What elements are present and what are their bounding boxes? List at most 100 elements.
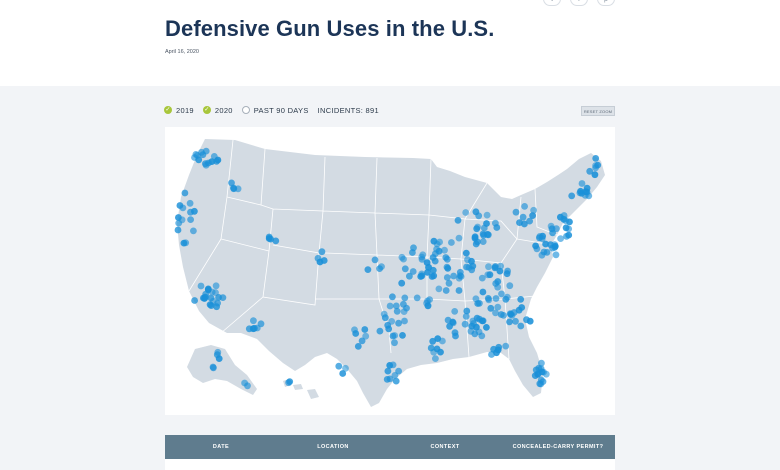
incident-dot[interactable] <box>175 219 183 227</box>
filter-2020[interactable]: ✓ 2020 <box>202 106 233 115</box>
incident-dot[interactable] <box>512 208 520 216</box>
incident-dot[interactable] <box>551 244 559 251</box>
incident-dot[interactable] <box>187 216 194 223</box>
incident-dot[interactable] <box>494 303 502 311</box>
incident-dot[interactable] <box>488 351 495 358</box>
incident-dot[interactable] <box>395 367 402 375</box>
incident-dot[interactable] <box>389 361 397 369</box>
incident-dot[interactable] <box>429 337 437 345</box>
incident-dot[interactable] <box>391 332 399 339</box>
incident-dot[interactable] <box>547 222 555 230</box>
incident-dot[interactable] <box>577 187 584 195</box>
reset-zoom-button[interactable]: RESET ZOOM <box>581 106 615 116</box>
incident-dot[interactable] <box>479 288 487 296</box>
incident-dot[interactable] <box>410 244 417 252</box>
incident-dot[interactable] <box>285 379 292 387</box>
incident-dot[interactable] <box>429 254 437 261</box>
incident-dot[interactable] <box>445 279 453 287</box>
incident-dot[interactable] <box>212 282 220 290</box>
incident-dot[interactable] <box>563 232 570 240</box>
incident-dot[interactable] <box>487 304 495 312</box>
column-date[interactable]: DATE <box>212 444 230 450</box>
incident-dot[interactable] <box>503 270 511 278</box>
incident-dot[interactable] <box>245 325 253 333</box>
incident-dot[interactable] <box>351 326 358 334</box>
column-concealed-carry-permit[interactable]: CONCEALED-CARRY PERMIT? <box>512 444 604 450</box>
incident-dot[interactable] <box>434 335 442 342</box>
incident-dot[interactable] <box>506 282 514 290</box>
incident-dot[interactable] <box>474 300 482 307</box>
incident-dot[interactable] <box>443 274 451 281</box>
incident-dot[interactable] <box>468 266 476 274</box>
map-container[interactable] <box>165 127 615 415</box>
incident-dot[interactable] <box>542 240 549 248</box>
incident-dot[interactable] <box>519 213 527 221</box>
incident-dot[interactable] <box>455 274 463 282</box>
incident-dot[interactable] <box>388 318 396 325</box>
incident-dot[interactable] <box>497 311 505 318</box>
incident-dot[interactable] <box>483 324 490 331</box>
incident-dot[interactable] <box>361 326 369 333</box>
incident-dot[interactable] <box>425 264 432 271</box>
incident-dot[interactable] <box>449 319 457 327</box>
incident-dot[interactable] <box>364 266 372 273</box>
incident-dot[interactable] <box>496 267 504 275</box>
incident-dot[interactable] <box>191 297 198 304</box>
incident-dot[interactable] <box>392 302 400 310</box>
incident-dot[interactable] <box>436 238 443 246</box>
incident-dot[interactable] <box>474 223 481 231</box>
incident-dot[interactable] <box>462 313 470 320</box>
incident-dot[interactable] <box>204 285 212 293</box>
incident-dot[interactable] <box>241 379 248 387</box>
incident-dot[interactable] <box>536 234 543 242</box>
incident-dot[interactable] <box>521 203 528 210</box>
incident-dot[interactable] <box>478 332 486 340</box>
incident-dot[interactable] <box>395 319 402 327</box>
incident-dot[interactable] <box>362 332 370 340</box>
incident-dot[interactable] <box>424 302 432 310</box>
incident-dot[interactable] <box>432 355 439 362</box>
incident-dot[interactable] <box>478 317 486 325</box>
incident-dot[interactable] <box>191 207 198 215</box>
incident-dot[interactable] <box>230 185 238 193</box>
incident-dot[interactable] <box>568 192 576 200</box>
incident-dot[interactable] <box>409 268 417 275</box>
incident-dot[interactable] <box>468 257 475 265</box>
incident-dot[interactable] <box>462 249 470 257</box>
incident-dot[interactable] <box>530 206 537 214</box>
filter-past-90-days[interactable]: PAST 90 DAYS <box>241 106 309 115</box>
incident-dot[interactable] <box>591 171 599 179</box>
incident-dot[interactable] <box>485 263 492 271</box>
incident-dot[interactable] <box>492 309 499 317</box>
incident-dot[interactable] <box>451 308 459 315</box>
filter-2019[interactable]: ✓ 2019 <box>164 106 194 115</box>
incident-dot[interactable] <box>483 211 491 219</box>
incident-dot[interactable] <box>532 242 539 250</box>
incident-dot[interactable] <box>526 217 533 225</box>
incident-dot[interactable] <box>318 248 326 256</box>
incident-dot[interactable] <box>435 285 443 293</box>
incident-dot[interactable] <box>517 322 525 330</box>
incident-dot[interactable] <box>502 295 510 303</box>
incident-dot[interactable] <box>205 159 212 167</box>
incident-dot[interactable] <box>419 251 427 259</box>
incident-dot[interactable] <box>512 317 519 325</box>
column-context[interactable]: CONTEXT <box>430 444 460 450</box>
incident-dot[interactable] <box>442 287 450 294</box>
incident-dot[interactable] <box>435 247 443 255</box>
incident-dot[interactable] <box>452 332 459 340</box>
incident-dot[interactable] <box>521 220 528 228</box>
twitter-share-button[interactable]: t <box>543 0 561 6</box>
incident-dot[interactable] <box>454 217 462 224</box>
incident-dot[interactable] <box>526 317 534 325</box>
incident-dot[interactable] <box>592 155 600 162</box>
incident-dot[interactable] <box>251 324 258 332</box>
incident-dot[interactable] <box>583 184 591 192</box>
incident-dot[interactable] <box>562 224 570 232</box>
incident-dot[interactable] <box>494 283 502 291</box>
incident-dot[interactable] <box>475 212 483 220</box>
incident-dot[interactable] <box>376 327 384 335</box>
incident-dot[interactable] <box>437 348 444 356</box>
incident-dot[interactable] <box>335 362 343 370</box>
incident-dot[interactable] <box>443 255 451 263</box>
